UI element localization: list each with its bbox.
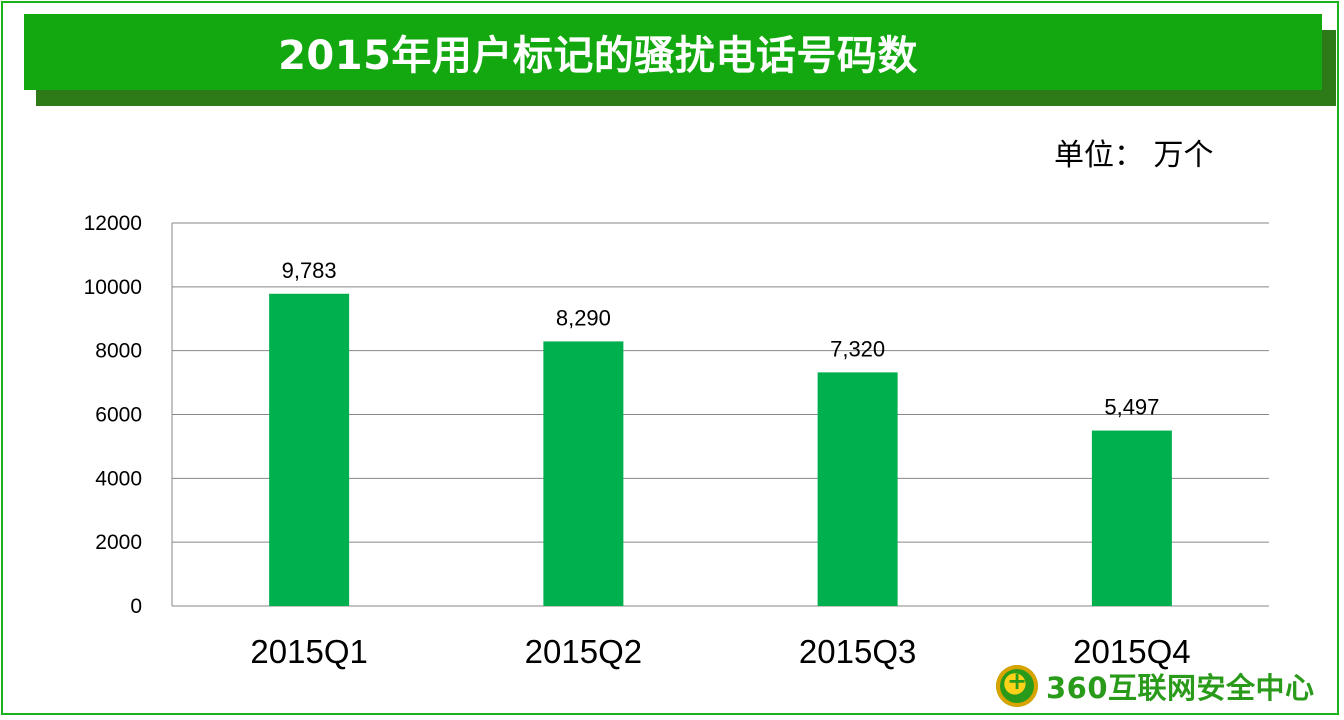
chart-title: 2015年用户标记的骚扰电话号码数 [278, 33, 918, 79]
unit-label: 单位： 万个 [1054, 138, 1214, 173]
y-tick-label: 6000 [95, 404, 142, 427]
bar [1091, 430, 1172, 606]
x-tick-label: 2015Q4 [1073, 633, 1190, 670]
bar [817, 372, 898, 606]
shield-emblem-icon [996, 665, 1038, 707]
data-label: 7,320 [830, 336, 885, 361]
logo-text: 360互联网安全中心 [1046, 671, 1315, 705]
data-label: 9,783 [282, 258, 337, 283]
title-banner: 2015年用户标记的骚扰电话号码数 [24, 14, 1322, 90]
y-tick-label: 10000 [84, 276, 142, 299]
data-label: 8,290 [556, 305, 611, 330]
y-tick-label: 2000 [95, 531, 142, 554]
y-tick-label: 12000 [84, 212, 142, 235]
data-label: 5,497 [1104, 395, 1159, 420]
bar [543, 341, 624, 606]
y-tick-label: 8000 [95, 340, 142, 363]
logo: 360互联网安全中心 [996, 664, 1315, 708]
x-tick-label: 2015Q1 [250, 633, 367, 670]
y-tick-label: 4000 [95, 467, 142, 490]
y-tick-label: 0 [130, 595, 142, 618]
x-tick-label: 2015Q2 [525, 633, 642, 670]
x-tick-label: 2015Q3 [799, 633, 916, 670]
bar [269, 293, 350, 606]
